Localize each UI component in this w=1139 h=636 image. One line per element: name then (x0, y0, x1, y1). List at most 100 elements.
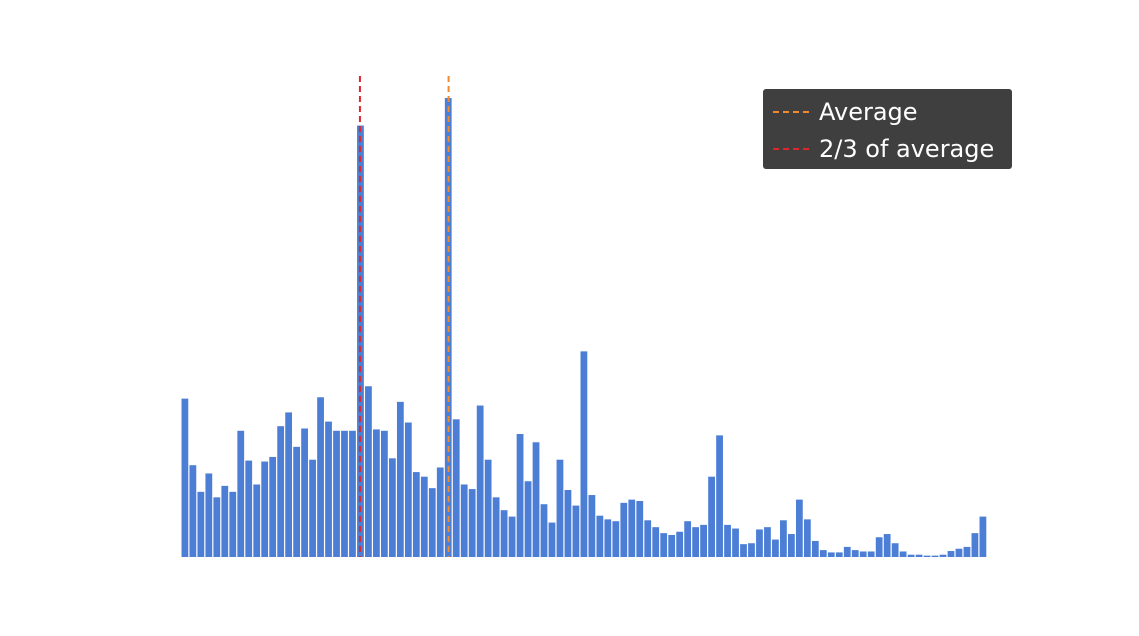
bar (285, 412, 293, 557)
bar (628, 499, 636, 557)
bar (716, 435, 723, 557)
bar (580, 351, 588, 557)
bar (875, 537, 883, 557)
bar (365, 386, 372, 557)
bar (341, 430, 348, 557)
bar (915, 554, 923, 557)
bar (652, 527, 660, 557)
legend-entry-two-thirds-average: 2/3 of average (773, 130, 1002, 167)
bar (644, 520, 652, 557)
bar (732, 528, 739, 557)
bar (460, 484, 468, 557)
bar (221, 485, 229, 557)
bar (564, 489, 572, 557)
bar (532, 442, 540, 557)
bar (301, 428, 308, 557)
bar (923, 555, 931, 557)
bar (476, 405, 484, 557)
bar (931, 555, 939, 557)
bar (572, 505, 580, 557)
bar (404, 422, 412, 557)
legend: Average 2/3 of average (763, 89, 1012, 169)
bar (396, 401, 404, 557)
bar (939, 554, 947, 557)
bar (213, 497, 221, 557)
bar (588, 495, 596, 557)
bar (333, 430, 340, 557)
bar (955, 548, 963, 557)
bar (245, 460, 253, 557)
bar (803, 519, 811, 557)
bar (484, 459, 492, 557)
bar (795, 499, 803, 557)
reference-lines-group (358, 76, 450, 557)
bar (660, 533, 668, 557)
bar (947, 551, 955, 557)
bar (261, 461, 269, 557)
legend-entry-average: Average (773, 93, 1002, 130)
bar (229, 491, 237, 557)
bar (436, 467, 444, 557)
bar (971, 533, 979, 557)
bar (724, 524, 731, 557)
bar (189, 465, 197, 557)
bar (612, 521, 620, 557)
bar (269, 456, 277, 557)
bar (827, 552, 835, 557)
bar (843, 546, 851, 557)
bar (708, 476, 715, 557)
bar (764, 527, 771, 557)
bar (740, 544, 747, 557)
bar (620, 502, 628, 557)
bar (540, 504, 548, 557)
bar (907, 554, 915, 557)
bar (516, 433, 524, 557)
bar (317, 397, 324, 557)
bar (181, 398, 189, 557)
bar (237, 430, 245, 557)
bar (851, 550, 859, 557)
legend-swatch-two-thirds-average (773, 147, 809, 150)
bar (772, 539, 779, 557)
legend-label-two-thirds-average: 2/3 of average (819, 134, 995, 163)
bar (548, 522, 556, 557)
bar (780, 520, 787, 557)
bar (787, 534, 795, 557)
bar (891, 543, 899, 557)
bar (867, 551, 875, 557)
bar (556, 459, 564, 557)
bar (197, 491, 205, 557)
bar (883, 534, 891, 557)
bar (468, 489, 476, 557)
bar (524, 481, 532, 557)
bar (428, 488, 436, 557)
bar (500, 510, 508, 557)
legend-swatch-average (773, 110, 809, 113)
bar (596, 515, 604, 557)
bar (293, 446, 301, 557)
bar (979, 516, 987, 557)
bar (811, 540, 819, 557)
bar (756, 529, 763, 557)
bar (899, 551, 907, 557)
bar (253, 484, 261, 557)
bar (676, 531, 684, 557)
bar (325, 421, 332, 557)
bar (452, 419, 460, 557)
bar (277, 426, 285, 557)
bar (420, 476, 428, 557)
bar (349, 430, 356, 557)
bar (373, 429, 380, 557)
bar (700, 524, 707, 557)
bar (508, 516, 516, 557)
bar (819, 550, 827, 557)
bar (692, 527, 700, 557)
bar (684, 521, 692, 557)
bar (205, 473, 213, 557)
bar (388, 458, 396, 557)
bar (963, 546, 971, 557)
legend-label-average: Average (819, 97, 918, 126)
bar (859, 551, 867, 557)
bar (748, 543, 755, 557)
